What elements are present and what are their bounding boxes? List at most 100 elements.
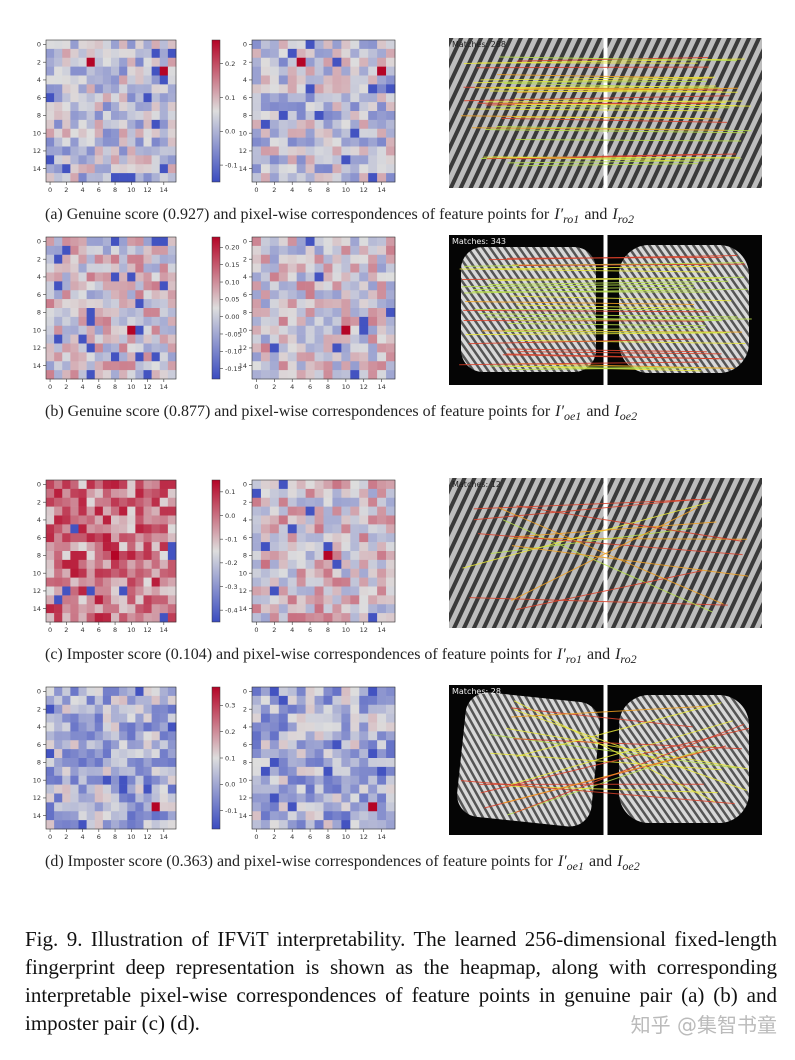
heatmap-cell bbox=[62, 308, 71, 318]
match-line bbox=[485, 129, 746, 134]
y-tick-label: 14 bbox=[33, 812, 41, 820]
heatmap-cell bbox=[70, 128, 79, 138]
heatmap-cell bbox=[135, 254, 144, 264]
heatmap-cell bbox=[135, 713, 144, 723]
heatmap-cell bbox=[314, 93, 324, 103]
heatmap-cell bbox=[350, 102, 360, 112]
heatmap-cell bbox=[323, 173, 333, 183]
heatmap-cell bbox=[86, 820, 96, 830]
heatmap-cell bbox=[350, 164, 360, 174]
match-line bbox=[459, 268, 710, 273]
match-line bbox=[465, 332, 727, 336]
heatmap-cell bbox=[111, 237, 120, 247]
heatmap-cell bbox=[46, 533, 55, 543]
heatmap-cell bbox=[151, 102, 161, 112]
heatmap-cell bbox=[70, 784, 79, 794]
heatmap-cell bbox=[143, 155, 152, 165]
heatmap-cell bbox=[305, 568, 315, 578]
heatmap-cell bbox=[359, 506, 369, 516]
heatmap-cell bbox=[135, 758, 144, 768]
heatmap-cell bbox=[278, 802, 289, 812]
heatmap-cell bbox=[94, 290, 104, 300]
heatmap-cell bbox=[70, 766, 79, 777]
heatmap-cell bbox=[252, 802, 262, 812]
heatmap-cell bbox=[151, 488, 161, 499]
heatmap-cell bbox=[54, 542, 63, 552]
heatmap-cell bbox=[94, 40, 104, 50]
match-line bbox=[511, 507, 698, 602]
heatmap-cell bbox=[135, 793, 144, 803]
heatmap-cell bbox=[287, 704, 297, 714]
heatmap-cell bbox=[62, 784, 71, 794]
heatmap-cell bbox=[111, 820, 120, 830]
heatmap-cell bbox=[332, 749, 342, 759]
heatmap-cell bbox=[46, 687, 55, 697]
heatmap-cell bbox=[135, 749, 144, 759]
heatmap-cell bbox=[350, 84, 360, 94]
y-tick-label: 8 bbox=[243, 552, 247, 560]
heatmap-cell bbox=[78, 695, 87, 706]
heatmap-cell bbox=[305, 93, 315, 103]
heatmap-cell bbox=[350, 480, 360, 490]
heatmap-cell bbox=[332, 254, 342, 264]
heatmap-cell bbox=[260, 515, 271, 525]
heatmap-cell bbox=[341, 480, 351, 490]
heatmap-cell bbox=[94, 308, 104, 318]
x-tick-label: 6 bbox=[308, 833, 312, 841]
heatmap-cell bbox=[127, 695, 136, 706]
heatmap-cell bbox=[86, 775, 96, 785]
heatmap-cell bbox=[386, 93, 396, 103]
heatmap-cell bbox=[111, 713, 120, 723]
symbol-sub: ro2 bbox=[618, 212, 634, 226]
heatmap-cell bbox=[62, 237, 71, 247]
match-line bbox=[463, 319, 705, 322]
y-tick-label: 14 bbox=[33, 605, 41, 613]
heatmap-cell bbox=[78, 731, 87, 741]
heatmap-cell bbox=[368, 758, 378, 768]
heatmap-cell bbox=[252, 245, 262, 256]
heatmap-cell bbox=[135, 245, 144, 256]
match-line bbox=[491, 85, 717, 89]
heatmap-cell bbox=[332, 713, 342, 723]
heatmap-cell bbox=[287, 48, 297, 59]
heatmap-cell bbox=[143, 784, 152, 794]
heatmap-cell bbox=[377, 102, 387, 112]
heatmap-cell bbox=[350, 695, 360, 706]
heatmap-cell bbox=[278, 119, 289, 130]
heatmap-cell bbox=[305, 66, 315, 76]
y-tick-label: 4 bbox=[243, 516, 247, 524]
heatmap-cell bbox=[359, 164, 369, 174]
heatmap-cell bbox=[143, 515, 152, 525]
heatmap-cell bbox=[143, 687, 152, 697]
heatmap-cell bbox=[167, 137, 177, 147]
heatmap-cell bbox=[62, 290, 71, 300]
heatmap-cell bbox=[332, 370, 342, 380]
heatmap-cell bbox=[46, 272, 55, 282]
heatmap-cell bbox=[102, 740, 112, 750]
colorbar bbox=[211, 39, 221, 183]
heatmap-cell bbox=[86, 245, 96, 256]
heatmap-cell bbox=[111, 254, 120, 264]
heatmap-cell bbox=[54, 775, 63, 785]
symbol-base: I bbox=[613, 403, 620, 420]
heatmap-cell bbox=[62, 740, 71, 750]
heatmap-cell bbox=[46, 722, 55, 732]
colorbar-tick-label: 0.00 bbox=[225, 313, 239, 321]
heatmap-cell bbox=[54, 802, 63, 812]
heatmap-cell bbox=[323, 604, 333, 614]
heatmap-cell bbox=[341, 290, 351, 300]
heatmap-cell bbox=[332, 245, 342, 256]
heatmap-cell bbox=[119, 155, 128, 165]
match-line bbox=[507, 322, 707, 327]
heatmap-cell bbox=[119, 613, 128, 623]
heatmap-cell bbox=[62, 577, 71, 587]
heatmap-cell bbox=[278, 263, 289, 273]
heatmap-cell bbox=[314, 749, 324, 759]
heatmap-cell bbox=[102, 577, 112, 587]
match-line bbox=[480, 76, 715, 81]
heatmap-cell bbox=[341, 497, 351, 507]
heatmap-cell bbox=[386, 497, 396, 507]
symbol-sub: oe1 bbox=[564, 409, 581, 423]
heatmap-cell bbox=[151, 272, 161, 282]
heatmap-cell bbox=[119, 316, 128, 327]
